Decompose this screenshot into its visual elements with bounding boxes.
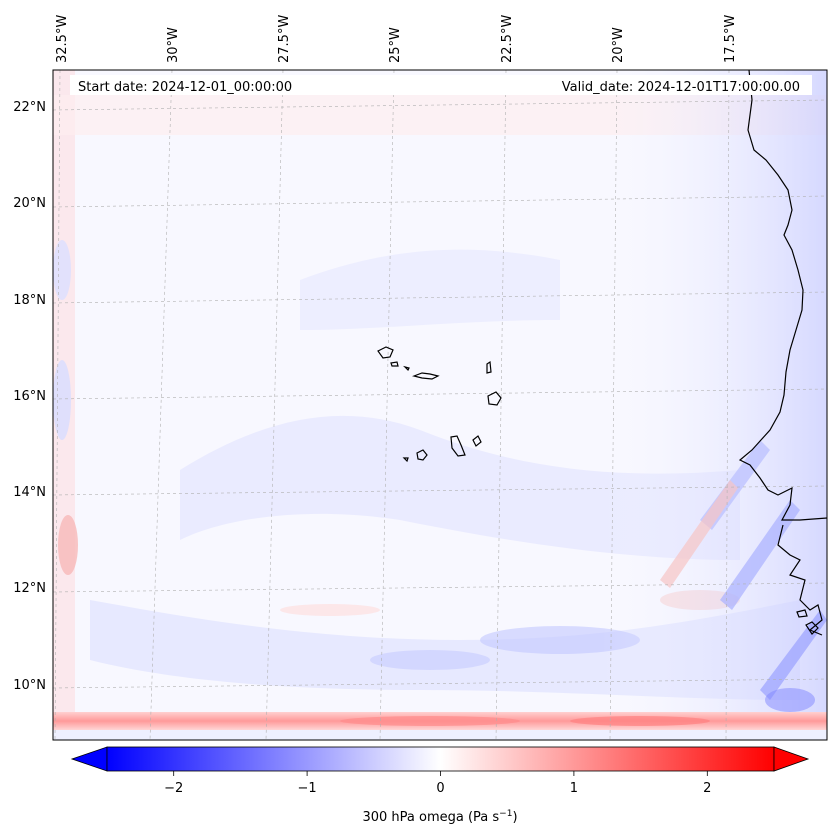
- lat-label: 14°N: [13, 485, 46, 500]
- gridline-lon-17-5: [725, 70, 730, 740]
- coastlines: [377, 70, 827, 636]
- lat-label: 18°N: [13, 293, 46, 308]
- bijagos-islands: [796, 609, 819, 635]
- longitude-labels: 32.5°W 30°W 27.5°W 25°W 22.5°W 20°W 17.5…: [55, 15, 738, 63]
- lat-label: 12°N: [13, 581, 46, 596]
- cape-verde-sal: [486, 360, 492, 374]
- lon-label: 32.5°W: [55, 15, 70, 63]
- gridline-lon-27-5: [265, 70, 284, 740]
- gridline-lon-30: [149, 70, 173, 740]
- colorbar-tick-label: 1: [570, 781, 578, 796]
- lat-label: 20°N: [13, 196, 46, 211]
- lon-label: 30°W: [166, 27, 181, 63]
- gridline-lon-25: [379, 70, 395, 740]
- africa-coastline: [738, 70, 827, 521]
- lon-label: 17.5°W: [723, 15, 738, 63]
- cape-verde-santa-luzia: [403, 365, 410, 372]
- colorbar-extend-low: [70, 746, 108, 772]
- gridline-lon-20: [609, 70, 618, 740]
- cape-verde-santo-antao: [377, 346, 394, 359]
- lon-label: 22.5°W: [500, 15, 515, 63]
- lon-label: 20°W: [611, 27, 626, 63]
- cape-verde-maio: [472, 435, 482, 447]
- cape-verde-sao-nicolau: [411, 372, 440, 380]
- colorbar: −2 −1 0 1 2 300 hPa omega (Pa s−1): [70, 746, 810, 825]
- gridline-lon-32-5: [54, 70, 61, 740]
- valid-date-label: Valid_date: 2024-12-01T17:00:00.00: [562, 80, 800, 95]
- cape-verde-santiago: [450, 435, 466, 457]
- info-banner: [70, 75, 812, 95]
- colorbar-tick-label: −2: [164, 781, 183, 796]
- lat-label: 22°N: [13, 100, 46, 115]
- cape-verde-sao-vicente: [390, 361, 399, 367]
- gridline-lon-22-5: [495, 70, 507, 740]
- omega-field: [53, 70, 827, 740]
- lat-label: 16°N: [13, 389, 46, 404]
- lon-label: 27.5°W: [277, 15, 292, 63]
- cape-verde-boa-vista: [487, 391, 502, 406]
- map-frame: [52, 69, 828, 741]
- colorbar-ticks: −2 −1 0 1 2: [164, 771, 711, 796]
- africa-coastline-south: [777, 524, 823, 636]
- colorbar-label: 300 hPa omega (Pa s−1): [362, 809, 517, 825]
- colorbar-gradient: [106, 746, 775, 772]
- cape-verde-brava: [402, 457, 409, 463]
- gridlines: [53, 70, 827, 740]
- lon-label: 25°W: [388, 27, 403, 63]
- colorbar-tick-label: 2: [703, 781, 711, 796]
- map-panel: Start date: 2024-12-01_00:00:00 Valid_da…: [52, 69, 828, 741]
- colorbar-tick-label: 0: [436, 781, 444, 796]
- start-date-label: Start date: 2024-12-01_00:00:00: [78, 80, 292, 95]
- latitude-labels: 22°N 20°N 18°N 16°N 14°N 12°N 10°N: [13, 100, 46, 693]
- lat-label: 10°N: [13, 678, 46, 693]
- colorbar-extend-high: [773, 746, 810, 772]
- colorbar-tick-label: −1: [298, 781, 317, 796]
- cape-verde-fogo: [416, 449, 428, 461]
